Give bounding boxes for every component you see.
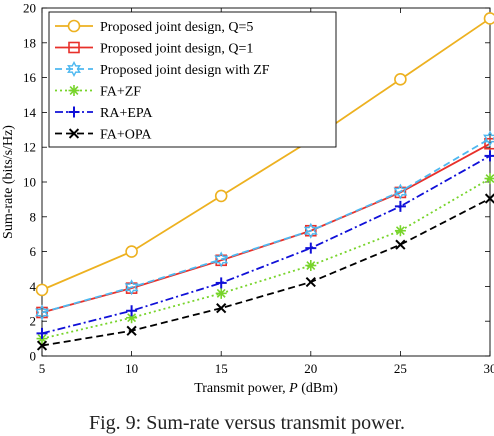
data-point [305,242,317,254]
data-point [216,303,227,314]
data-point [305,276,316,288]
data-point [124,279,139,296]
figure-caption: Fig. 9: Sum-rate versus transmit power. [88,412,406,434]
series-6 [36,193,494,351]
y-tick-label: 10 [23,175,36,190]
data-point [484,193,494,204]
legend-label: Proposed joint design, Q=1 [100,42,253,57]
y-tick-label: 4 [30,279,37,294]
series-4 [36,173,494,345]
y-tick-label: 8 [30,209,37,224]
legend-label: FA+ZF [100,85,141,100]
data-point [68,106,80,118]
series-2 [36,137,494,319]
data-point [67,19,81,33]
data-point [68,41,80,54]
data-point [126,325,137,336]
x-tick-label: 15 [215,361,228,376]
legend-entry-6: FA+OPA [55,128,152,143]
x-tick-label: 10 [125,361,138,376]
legend-entry-2: Proposed joint design, Q=1 [55,42,253,57]
legend-box [48,11,337,148]
data-point [484,137,494,150]
data-point [35,304,49,321]
series-layer [35,12,494,351]
x-tick-label: 5 [39,361,46,376]
data-point [67,60,81,78]
data-point [215,277,227,289]
data-point [484,173,494,185]
series-line [41,177,491,340]
data-point [215,287,227,299]
axis-labels: Transmit power, P (dBm) Sum-rate (bits/s… [1,125,338,396]
x-axis-label: Transmit power, P (dBm) [194,381,338,396]
y-tick-label: 20 [23,1,36,16]
data-point [395,239,406,250]
data-point [394,200,406,212]
data-point [305,260,317,272]
data-point [36,340,48,351]
data-point [125,245,138,258]
y-axis-label: Sum-rate (bits/s/Hz) [1,125,16,239]
data-point [68,85,80,96]
y-tick-label: 16 [23,70,37,85]
y-tick-label: 6 [30,244,37,259]
legend-entry-1: Proposed joint design, Q=5 [55,19,253,35]
legend-label: Proposed joint design, Q=5 [100,20,253,35]
y-tick-label: 18 [23,35,36,50]
legend-label: FA+OPA [100,128,152,143]
data-point [394,73,407,86]
series-line [41,197,491,347]
data-point [483,12,494,25]
y-tick-label: 12 [23,140,36,155]
x-tick-label: 20 [304,361,317,376]
data-point [393,183,408,200]
x-tick-label: 25 [394,361,407,376]
y-tick-label: 14 [23,105,37,120]
legend-label: Proposed joint design with ZF [100,63,270,78]
sum-rate-chart: 5 10 15 20 25 30 0 2 4 6 8 10 12 14 16 18 20 Proposed jo… [1,1,494,396]
series-5 [36,150,494,339]
x-tick-label: 30 [484,361,494,376]
data-point [394,225,406,237]
y-tick-label: 0 [30,349,37,364]
data-point [68,128,80,139]
legend-entry-4: FA+ZF [55,85,141,100]
data-point [214,189,228,203]
data-point [126,305,138,317]
legend: Proposed joint design, Q=5 Proposed joint… [48,11,337,148]
data-point [214,251,229,268]
series-line [41,17,491,291]
data-point [36,327,48,339]
axes: 5 10 15 20 25 30 0 2 4 6 8 10 12 14 16 18 20 [23,1,494,377]
data-point [303,222,318,239]
y-tick-label: 2 [30,314,37,329]
series-line [41,137,491,314]
data-point [483,130,494,147]
legend-label: RA+EPA [100,106,153,121]
legend-entry-5: RA+EPA [55,106,153,121]
data-point [484,150,494,162]
legend-entry-3: Proposed joint design with ZF [55,60,270,78]
data-point [35,283,49,297]
series-3 [35,130,494,321]
